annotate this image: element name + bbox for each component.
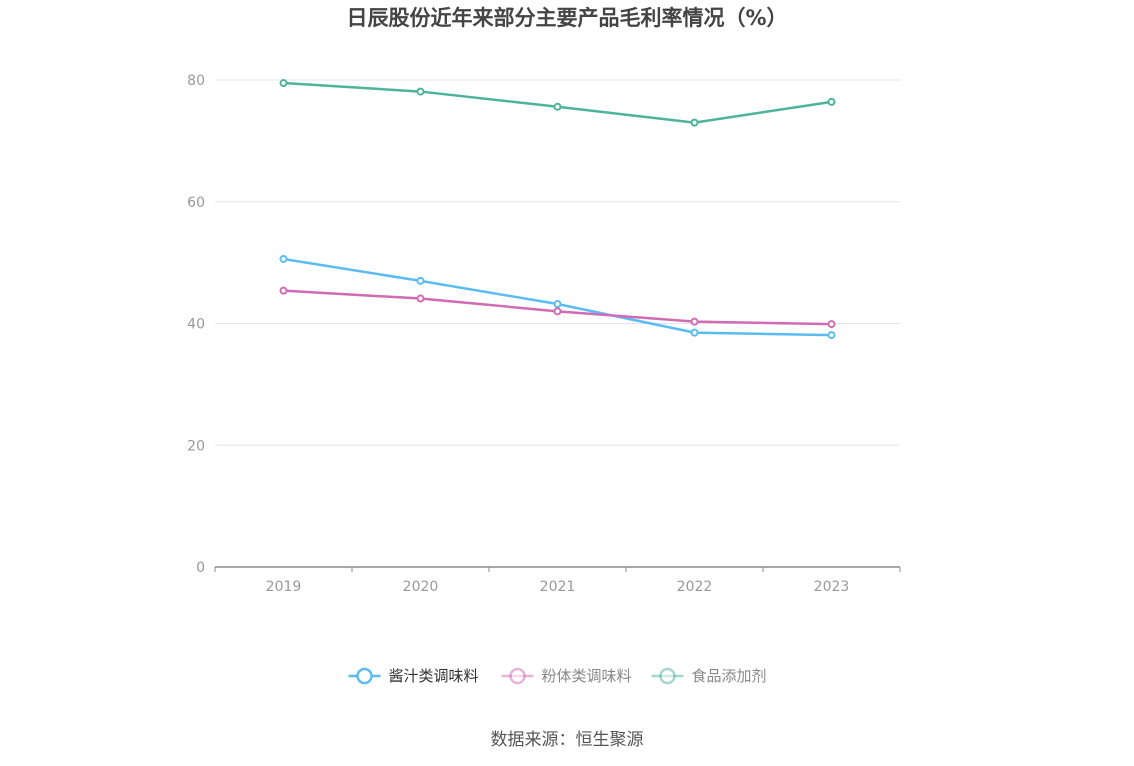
legend-label: 酱汁类调味料 xyxy=(389,667,479,685)
data-point[interactable] xyxy=(690,317,699,326)
data-point[interactable] xyxy=(553,102,562,111)
data-point[interactable] xyxy=(553,307,562,316)
series-1 xyxy=(279,286,836,329)
data-point[interactable] xyxy=(553,300,562,309)
x-tick-label: 2022 xyxy=(677,579,713,595)
source-note: 数据来源：恒生聚源 xyxy=(490,730,644,750)
chart-title: 日辰股份近年来部分主要产品毛利率情况（%） xyxy=(346,6,788,30)
y-tick-label: 0 xyxy=(196,560,205,576)
data-point[interactable] xyxy=(279,286,288,295)
data-point[interactable] xyxy=(416,294,425,303)
data-point[interactable] xyxy=(827,97,836,106)
data-point[interactable] xyxy=(690,328,699,337)
data-point[interactable] xyxy=(279,254,288,263)
x-tick-label: 2019 xyxy=(266,579,302,595)
data-point[interactable] xyxy=(416,276,425,285)
axis-layer: 0 20 40 60 80 2019 2020 2021 2022 2023 xyxy=(187,73,901,595)
legend-label: 粉体类调味料 xyxy=(542,667,632,685)
y-tick-label: 80 xyxy=(187,73,205,89)
legend-marker xyxy=(356,667,373,685)
legend-marker xyxy=(509,667,526,685)
series-layer xyxy=(279,79,836,340)
legend[interactable]: 酱汁类调味料 粉体类调味料 食品添加剂 xyxy=(348,667,767,685)
data-point[interactable] xyxy=(279,79,288,88)
x-tick-label: 2023 xyxy=(814,579,850,595)
data-point[interactable] xyxy=(827,320,836,329)
x-tick-label: 2021 xyxy=(540,579,576,595)
legend-label: 食品添加剂 xyxy=(692,667,767,685)
y-tick-label: 20 xyxy=(187,438,205,454)
grid-layer xyxy=(215,79,900,446)
legend-item-2[interactable]: 食品添加剂 xyxy=(651,667,767,685)
legend-item-1[interactable]: 粉体类调味料 xyxy=(501,667,632,685)
data-point[interactable] xyxy=(416,87,425,96)
y-tick-label: 60 xyxy=(187,195,205,211)
y-tick-label: 40 xyxy=(187,317,205,333)
data-point[interactable] xyxy=(690,118,699,127)
x-tick-label: 2020 xyxy=(403,579,439,595)
legend-item-0[interactable]: 酱汁类调味料 xyxy=(348,667,479,685)
series-0 xyxy=(279,254,836,340)
legend-marker xyxy=(659,667,676,685)
series-2 xyxy=(279,79,836,127)
data-point[interactable] xyxy=(827,331,836,340)
